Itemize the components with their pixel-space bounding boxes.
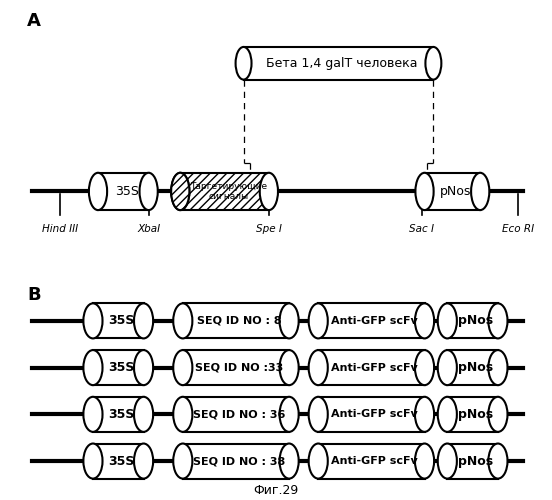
Ellipse shape xyxy=(260,173,278,210)
Text: SEQ ID NO :33: SEQ ID NO :33 xyxy=(195,362,283,372)
Bar xyxy=(183,444,289,478)
Text: 35S: 35S xyxy=(108,361,134,374)
Text: 35S: 35S xyxy=(108,408,134,421)
Ellipse shape xyxy=(173,444,193,478)
Ellipse shape xyxy=(279,304,299,338)
Ellipse shape xyxy=(140,173,158,210)
Ellipse shape xyxy=(415,444,434,478)
Text: Таргетирующие
сигналы: Таргетирующие сигналы xyxy=(190,182,267,201)
Ellipse shape xyxy=(173,397,193,432)
Ellipse shape xyxy=(83,350,103,385)
Text: Anti-GFP scFv: Anti-GFP scFv xyxy=(331,456,418,466)
Bar xyxy=(181,173,269,210)
Ellipse shape xyxy=(489,304,507,338)
Bar xyxy=(183,397,289,432)
Ellipse shape xyxy=(134,397,153,432)
Text: Hind III: Hind III xyxy=(42,224,78,234)
Bar xyxy=(447,304,498,338)
Ellipse shape xyxy=(171,173,189,210)
Bar xyxy=(93,304,144,338)
Ellipse shape xyxy=(438,444,457,478)
Ellipse shape xyxy=(415,304,434,338)
Bar xyxy=(424,173,480,210)
Bar xyxy=(318,444,424,478)
Ellipse shape xyxy=(134,304,153,338)
Ellipse shape xyxy=(415,397,434,432)
Ellipse shape xyxy=(415,350,434,385)
Bar xyxy=(183,350,289,385)
Ellipse shape xyxy=(134,350,153,385)
Text: B: B xyxy=(27,286,41,304)
Ellipse shape xyxy=(83,397,103,432)
Text: Anti-GFP scFv: Anti-GFP scFv xyxy=(331,316,418,326)
Ellipse shape xyxy=(416,173,434,210)
Text: pNos: pNos xyxy=(458,314,493,328)
Ellipse shape xyxy=(471,173,489,210)
Bar xyxy=(98,173,148,210)
Bar xyxy=(447,397,498,432)
Bar xyxy=(318,397,424,432)
Ellipse shape xyxy=(173,304,193,338)
Text: A: A xyxy=(27,12,41,30)
Text: Sac I: Sac I xyxy=(410,224,434,234)
Bar xyxy=(181,173,269,210)
Text: pNos: pNos xyxy=(458,361,493,374)
Bar xyxy=(183,304,289,338)
Ellipse shape xyxy=(438,350,457,385)
Ellipse shape xyxy=(89,173,107,210)
Text: Бета 1,4 galT человека: Бета 1,4 galT человека xyxy=(266,57,417,70)
Bar xyxy=(318,304,424,338)
Text: XbaI: XbaI xyxy=(137,224,160,234)
Text: 35S: 35S xyxy=(108,454,134,468)
Text: SEQ ID NO : 38: SEQ ID NO : 38 xyxy=(193,456,285,466)
Ellipse shape xyxy=(171,173,189,210)
Text: SEQ ID NO : 8: SEQ ID NO : 8 xyxy=(197,316,281,326)
Ellipse shape xyxy=(83,304,103,338)
Ellipse shape xyxy=(134,444,153,478)
Bar xyxy=(243,47,433,80)
Ellipse shape xyxy=(173,350,193,385)
Bar xyxy=(93,444,144,478)
Ellipse shape xyxy=(236,47,252,80)
Ellipse shape xyxy=(426,47,442,80)
Text: pNos: pNos xyxy=(458,454,493,468)
Ellipse shape xyxy=(489,350,507,385)
Ellipse shape xyxy=(438,304,457,338)
Ellipse shape xyxy=(489,444,507,478)
Bar xyxy=(447,350,498,385)
Ellipse shape xyxy=(309,444,328,478)
Ellipse shape xyxy=(438,397,457,432)
Text: SEQ ID NO : 36: SEQ ID NO : 36 xyxy=(193,410,285,420)
Ellipse shape xyxy=(309,350,328,385)
Bar xyxy=(93,350,144,385)
Ellipse shape xyxy=(489,397,507,432)
Ellipse shape xyxy=(309,304,328,338)
Ellipse shape xyxy=(279,397,299,432)
Text: Anti-GFP scFv: Anti-GFP scFv xyxy=(331,362,418,372)
Text: pNos: pNos xyxy=(440,185,472,198)
Bar xyxy=(447,444,498,478)
Ellipse shape xyxy=(279,350,299,385)
Text: 35S: 35S xyxy=(115,185,139,198)
Text: 35S: 35S xyxy=(108,314,134,328)
Ellipse shape xyxy=(83,444,103,478)
Bar xyxy=(93,397,144,432)
Bar xyxy=(318,350,424,385)
Ellipse shape xyxy=(279,444,299,478)
Text: Anti-GFP scFv: Anti-GFP scFv xyxy=(331,410,418,420)
Text: Spe I: Spe I xyxy=(256,224,282,234)
Text: Eco RI: Eco RI xyxy=(502,224,534,234)
Ellipse shape xyxy=(309,397,328,432)
Text: Фиг.29: Фиг.29 xyxy=(253,484,299,498)
Text: pNos: pNos xyxy=(458,408,493,421)
